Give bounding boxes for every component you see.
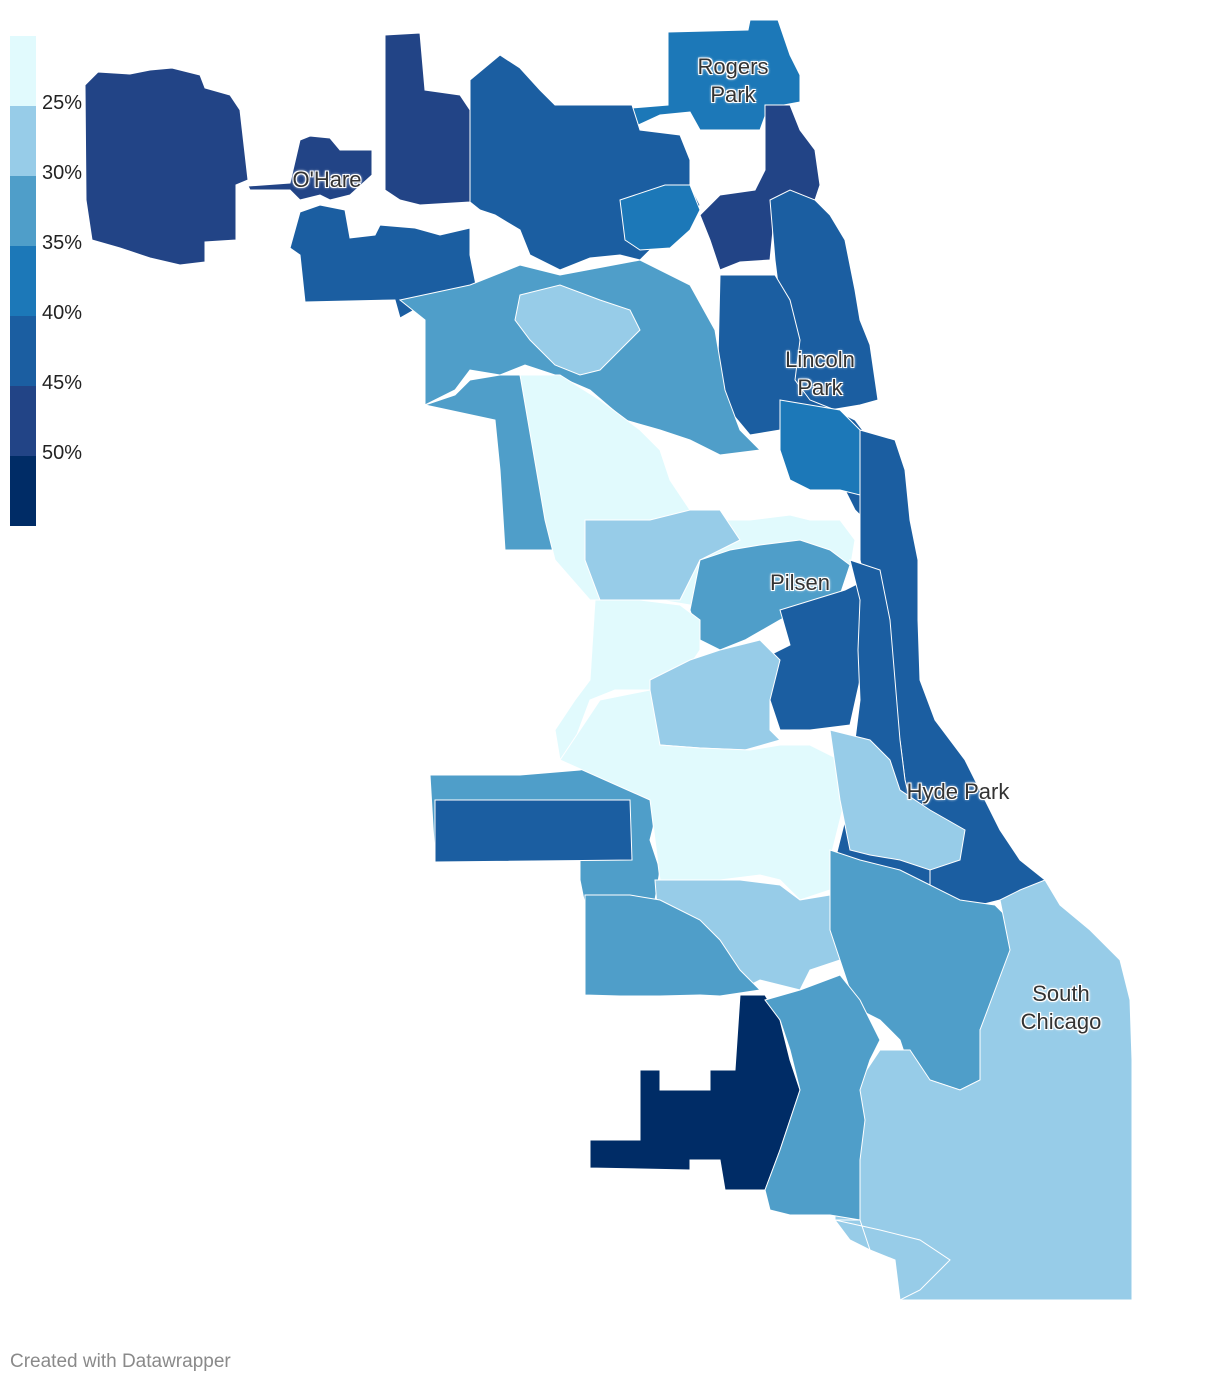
map-region <box>247 135 373 201</box>
legend-swatch <box>10 456 36 526</box>
map-region <box>514 284 641 376</box>
map-region <box>584 894 762 997</box>
map-region <box>834 1219 951 1301</box>
legend-swatch <box>10 246 36 316</box>
map-region <box>289 204 477 319</box>
label-ohare: O'Hare <box>292 167 362 192</box>
map-region <box>434 799 633 863</box>
map-region <box>829 729 966 871</box>
map-regions <box>84 19 1133 1301</box>
label-rogers-park: Rogers Park <box>697 54 769 107</box>
map-region <box>619 184 701 251</box>
legend-label: 30% <box>42 162 83 184</box>
label-lincoln-park: Lincoln Park <box>785 347 855 400</box>
legend-swatch <box>10 316 36 386</box>
legend-label: 40% <box>42 302 83 324</box>
legend-label: 50% <box>42 442 83 464</box>
map-region <box>699 104 821 271</box>
map-region <box>589 994 801 1191</box>
legend-label: 25% <box>42 92 83 114</box>
map-region <box>554 599 701 762</box>
map-region <box>384 32 471 206</box>
label-hyde-park: Hyde Park <box>906 779 1010 804</box>
legend-swatch <box>10 106 36 176</box>
legend-swatch <box>10 176 36 246</box>
map-region <box>84 67 249 266</box>
label-south-chicago: South Chicago <box>1020 981 1102 1034</box>
legend-label: 45% <box>42 372 83 394</box>
legend-swatch <box>10 36 36 106</box>
map-region <box>584 509 741 601</box>
legend-label: 35% <box>42 232 83 254</box>
datawrapper-credit: Created with Datawrapper <box>10 1351 231 1372</box>
legend-swatch <box>10 386 36 456</box>
label-pilsen: Pilsen <box>770 570 830 595</box>
